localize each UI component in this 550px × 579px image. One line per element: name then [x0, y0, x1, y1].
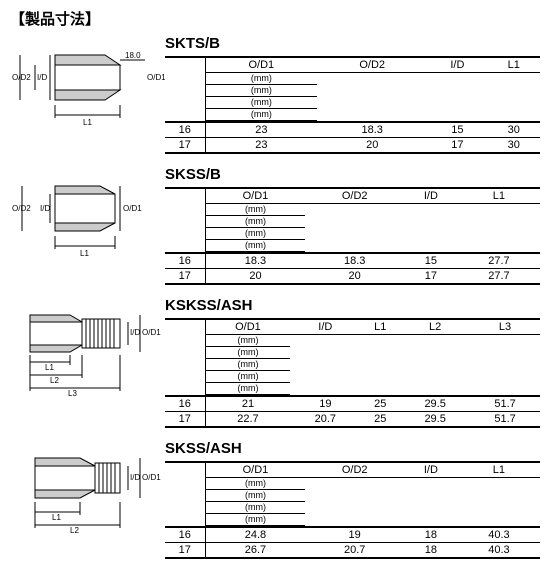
table-0: O/D1O/D2I/DL1 (mm)(mm)(mm)(mm) 162318.31… — [165, 56, 540, 154]
section-kskss-ash: L1 L2 L3 I/D O/D1 KSKSS/ASH O/D1I/DL1L2L… — [10, 297, 540, 428]
svg-text:I/D: I/D — [130, 328, 140, 337]
label-l1: L1 — [83, 118, 92, 127]
svg-text:L2: L2 — [70, 526, 79, 535]
svg-text:O/D1: O/D1 — [142, 328, 161, 337]
label-od2: O/D2 — [12, 73, 31, 82]
svg-text:I/D: I/D — [40, 204, 50, 213]
section-skss-ash: L1 L2 I/D O/D1 SKSS/ASH O/D1O/D2I/DL1 (m… — [10, 440, 540, 559]
table-2: O/D1I/DL1L2L3 (mm)(mm)(mm)(mm)(mm) 16211… — [165, 318, 540, 428]
label-od1: O/D1 — [147, 73, 165, 82]
svg-text:L3: L3 — [68, 389, 77, 398]
table-title-1: SKSS/B — [165, 166, 540, 183]
svg-text:I/D: I/D — [130, 473, 140, 482]
diagram-kskss-ash: L1 L2 L3 I/D O/D1 — [10, 297, 165, 407]
svg-text:L2: L2 — [50, 376, 59, 385]
section-skss-b: O/D2 I/D O/D1 L1 SKSS/B O/D1O/D2I/DL1 (m… — [10, 166, 540, 285]
section-skts-b: O/D2 I/D 18.0 O/D1 L1 SKTS/B O/D1O/D2I/D… — [10, 35, 540, 154]
diagram-skts-b: O/D2 I/D 18.0 O/D1 L1 — [10, 35, 165, 130]
table-title-2: KSKSS/ASH — [165, 297, 540, 314]
diagram-skss-ash: L1 L2 I/D O/D1 — [10, 440, 165, 540]
svg-text:L1: L1 — [45, 363, 54, 372]
label-deg: 18.0 — [125, 51, 141, 60]
table-1: O/D1O/D2I/DL1 (mm)(mm)(mm)(mm) 1618.318.… — [165, 187, 540, 285]
table-title-3: SKSS/ASH — [165, 440, 540, 457]
diagram-skss-b: O/D2 I/D O/D1 L1 — [10, 166, 165, 261]
svg-text:O/D1: O/D1 — [142, 473, 161, 482]
svg-text:O/D1: O/D1 — [123, 204, 142, 213]
label-id: I/D — [37, 73, 47, 82]
svg-text:O/D2: O/D2 — [12, 204, 31, 213]
svg-text:L1: L1 — [52, 513, 61, 522]
table-3: O/D1O/D2I/DL1 (mm)(mm)(mm)(mm) 1624.8191… — [165, 461, 540, 559]
page-title: 【製品寸法】 — [10, 8, 540, 29]
svg-text:L1: L1 — [80, 249, 89, 258]
table-title-0: SKTS/B — [165, 35, 540, 52]
